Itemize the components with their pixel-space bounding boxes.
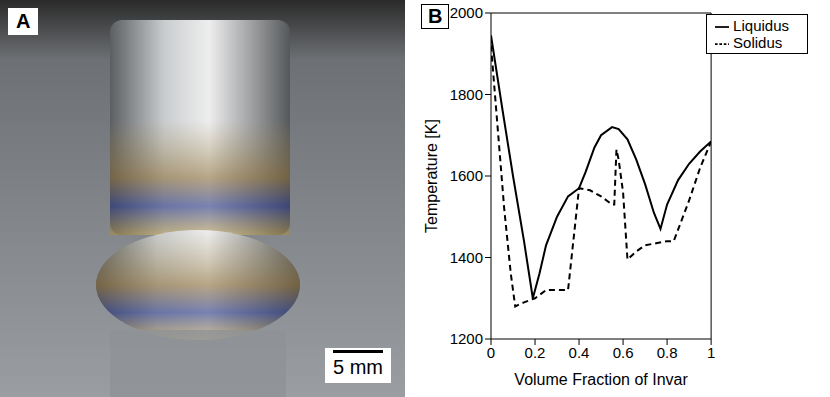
svg-text:2000: 2000	[450, 4, 483, 21]
svg-text:1400: 1400	[450, 249, 483, 266]
html-text:Liquidus: Liquidus	[733, 17, 789, 34]
svg-text:0.4: 0.4	[569, 344, 590, 361]
html-text:B: B	[428, 5, 443, 27]
svg-text:0.2: 0.2	[525, 344, 546, 361]
svg-text:0.8: 0.8	[657, 344, 678, 361]
svg-text:Volume Fraction of Invar: Volume Fraction of Invar	[514, 371, 688, 388]
svg-text:0: 0	[487, 344, 495, 361]
svg-text:1: 1	[707, 344, 715, 361]
html-text:Solidus: Solidus	[733, 34, 783, 51]
svg-text:1200: 1200	[450, 330, 483, 347]
html-text:5 mm: 5 mm	[333, 356, 383, 378]
svg-text:1800: 1800	[450, 86, 483, 103]
svg-text:0.6: 0.6	[613, 344, 634, 361]
svg-text:1600: 1600	[450, 167, 483, 184]
svg-text:Temperature [K]: Temperature [K]	[423, 119, 440, 233]
html-text:A: A	[16, 10, 31, 32]
